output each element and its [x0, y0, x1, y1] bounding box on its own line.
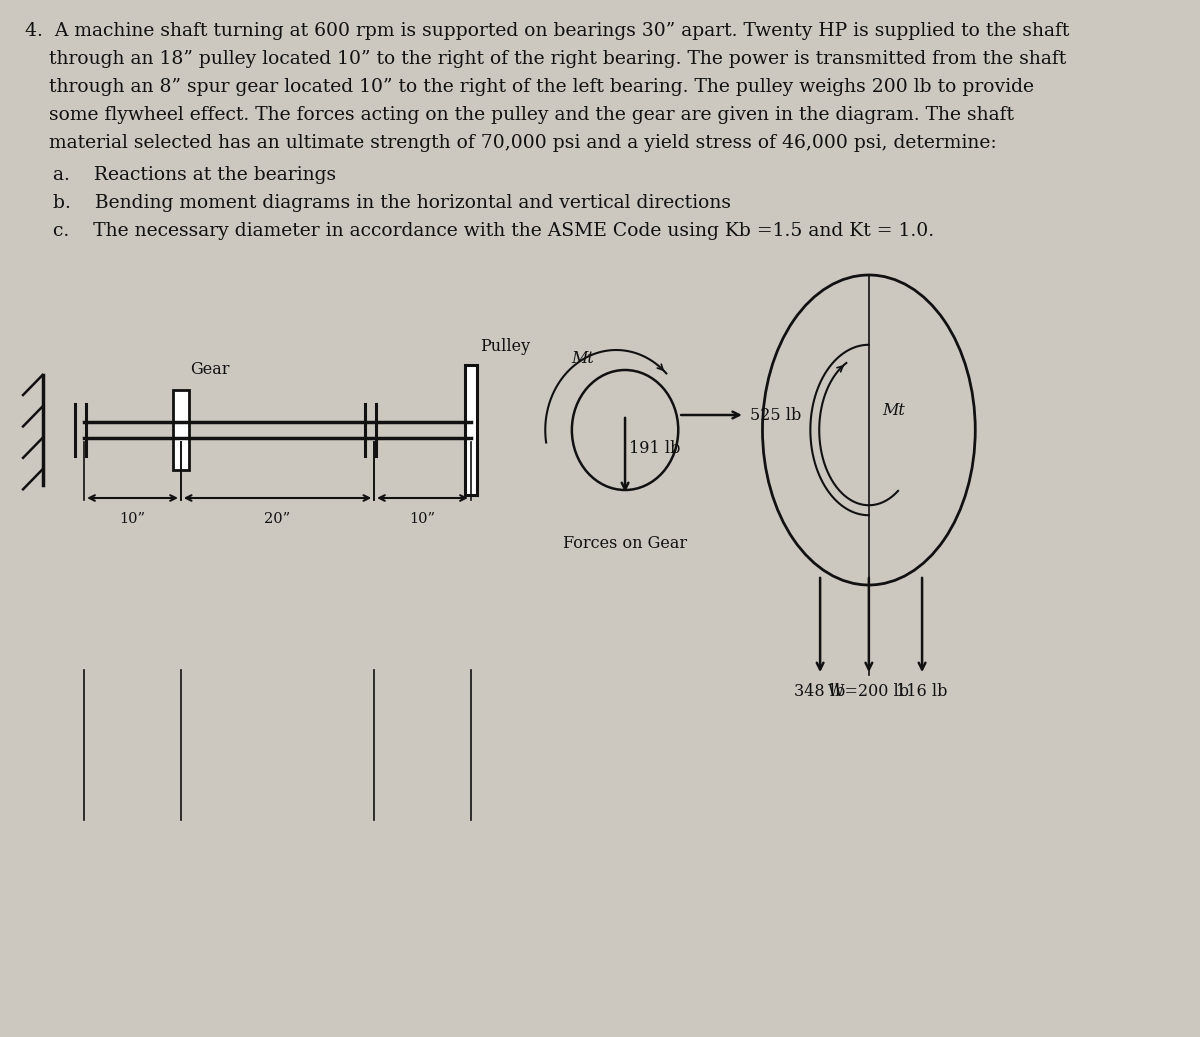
Text: Mt: Mt — [882, 401, 905, 419]
Text: 20”: 20” — [264, 512, 290, 526]
Text: W=200 lb: W=200 lb — [828, 683, 910, 700]
Text: through an 18” pulley located 10” to the right of the right bearing. The power i: through an 18” pulley located 10” to the… — [25, 50, 1066, 68]
Text: 116 lb: 116 lb — [896, 683, 948, 700]
Text: 10”: 10” — [120, 512, 145, 526]
Text: some flywheel effect. The forces acting on the pulley and the gear are given in : some flywheel effect. The forces acting … — [25, 106, 1014, 124]
Text: b.    Bending moment diagrams in the horizontal and vertical directions: b. Bending moment diagrams in the horizo… — [53, 194, 731, 212]
Text: through an 8” spur gear located 10” to the right of the left bearing. The pulley: through an 8” spur gear located 10” to t… — [25, 78, 1034, 96]
Text: Pulley: Pulley — [480, 338, 530, 355]
Text: c.    The necessary diameter in accordance with the ASME Code using Kb =1.5 and : c. The necessary diameter in accordance … — [53, 222, 935, 240]
Text: 525 lb: 525 lb — [750, 407, 802, 423]
Text: 348 lb: 348 lb — [794, 683, 846, 700]
Text: 10”: 10” — [409, 512, 436, 526]
Text: 4.  A machine shaft turning at 600 rpm is supported on bearings 30” apart. Twent: 4. A machine shaft turning at 600 rpm is… — [25, 22, 1069, 40]
Text: 191 lb: 191 lb — [630, 440, 680, 457]
Bar — [464, 365, 476, 495]
Text: Mt: Mt — [571, 351, 594, 367]
Text: Forces on Gear: Forces on Gear — [563, 535, 688, 552]
Text: material selected has an ultimate strength of 70,000 psi and a yield stress of 4: material selected has an ultimate streng… — [25, 134, 996, 152]
Bar — [173, 390, 188, 470]
Text: Gear: Gear — [191, 361, 230, 379]
Text: a.    Reactions at the bearings: a. Reactions at the bearings — [53, 166, 336, 184]
